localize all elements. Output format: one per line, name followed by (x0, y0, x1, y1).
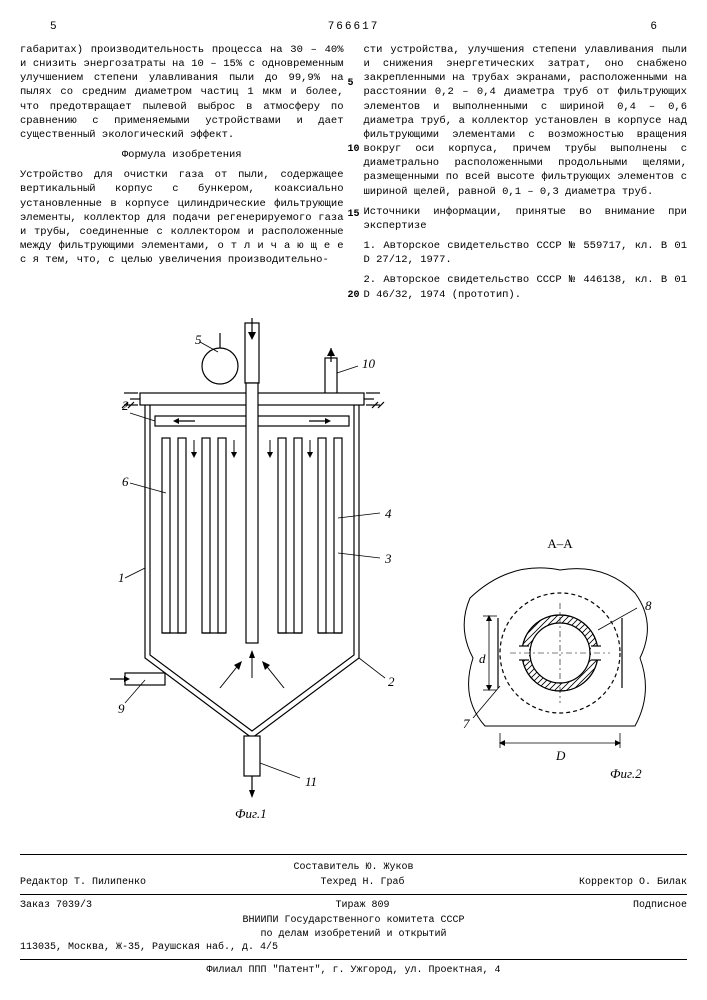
formula-title: Формула изобретения (20, 148, 344, 162)
fig1 (110, 318, 385, 798)
corrector: О. Билак (639, 877, 687, 888)
branch: Филиал ППП "Патент", г. Ужгород, ул. Про… (20, 964, 687, 978)
page-right: 6 (650, 20, 657, 35)
dim-d: d (479, 651, 486, 666)
source-2: 2. Авторское свидетельство СССР № 446138… (364, 273, 688, 301)
addr1: 113035, Москва, Ж-35, Раушская наб., д. … (20, 941, 687, 955)
editor-label: Редактор (20, 877, 68, 888)
doc-number: 766617 (328, 20, 380, 35)
right-column: 5 10 15 20 сти устройства, улучшения сте… (364, 43, 688, 308)
figures-area: 1 2 3 4 5 6 9 10 11 2 Фиг.1 А–А (20, 318, 687, 848)
org1: ВНИИПИ Государственного комитета СССР (20, 914, 687, 928)
lineno-15: 15 (348, 208, 360, 222)
label-3: 3 (384, 551, 392, 566)
left-p1: габаритах) производительность процесса н… (20, 43, 344, 142)
label-11: 11 (305, 774, 317, 789)
lineno-10: 10 (348, 143, 360, 157)
tehred: Н. Граб (363, 877, 405, 888)
label-1: 1 (118, 570, 125, 585)
left-p2: Устройство для очистки газа от пыли, сод… (20, 168, 344, 267)
order: Заказ 7039/3 (20, 899, 92, 913)
lineno-5: 5 (348, 77, 354, 91)
lineno-20: 20 (348, 289, 360, 303)
fig2: А–А (464, 536, 647, 748)
compiler: Ю. Жуков (366, 862, 414, 873)
label-9: 9 (118, 701, 125, 716)
label-6: 6 (122, 474, 129, 489)
right-p1: сти устройства, улучшения степени улавли… (364, 43, 688, 199)
fig2-caption: Фиг.2 (610, 766, 642, 781)
compiler-label: Составитель (293, 862, 359, 873)
corrector-label: Корректор (579, 877, 633, 888)
figures-svg: 1 2 3 4 5 6 9 10 11 2 Фиг.1 А–А (20, 318, 687, 848)
label-5: 5 (195, 332, 202, 347)
org2: по делам изобретений и открытий (20, 928, 687, 942)
source-1: 1. Авторское свидетельство СССР № 559717… (364, 239, 688, 267)
editor: Т. Пилипенко (74, 877, 146, 888)
page-left: 5 (50, 20, 57, 35)
tirage: Тираж 809 (335, 899, 389, 913)
page-header: 5 766617 6 (20, 20, 687, 35)
left-column: габаритах) производительность процесса н… (20, 43, 344, 308)
footer: Составитель Ю. Жуков Редактор Т. Пилипен… (20, 854, 687, 978)
tehred-label: Техред (320, 877, 356, 888)
label-2b: 2 (388, 674, 395, 689)
label-2: 2 (122, 398, 129, 413)
label-8: 8 (645, 598, 652, 613)
dim-D: D (555, 748, 566, 763)
fig1-caption: Фиг.1 (235, 806, 267, 821)
label-7: 7 (463, 716, 470, 731)
label-4: 4 (385, 506, 392, 521)
signed: Подписное (633, 899, 687, 913)
sources-title: Источники информации, принятые во вниман… (364, 205, 688, 233)
section-label: А–А (547, 536, 573, 551)
label-10: 10 (362, 356, 376, 371)
text-columns: габаритах) производительность процесса н… (20, 43, 687, 308)
